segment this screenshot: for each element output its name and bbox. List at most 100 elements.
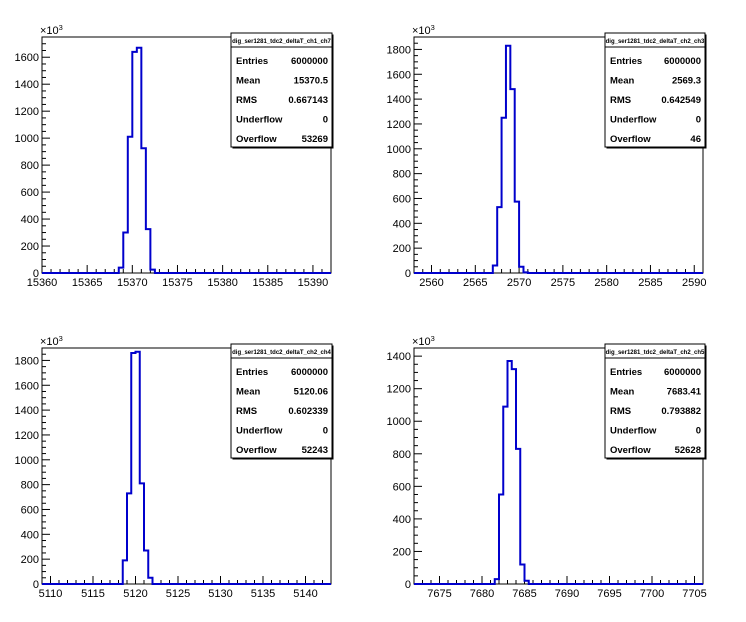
stat-value-rms: 0.642549 — [661, 95, 701, 106]
y-tick-label: 200 — [21, 554, 39, 566]
y-tick-label: 400 — [21, 214, 39, 226]
y-tick-label: 0 — [405, 268, 411, 280]
stat-label-overflow: Overflow — [236, 445, 277, 456]
y-tick-label: 1600 — [15, 380, 39, 392]
x-tick-label: 7700 — [640, 588, 664, 600]
stat-value-overflow: 52628 — [675, 445, 701, 456]
x-tick-label: 5120 — [123, 588, 147, 600]
stat-label-entries: Entries — [610, 367, 642, 378]
stat-value-entries: 6000000 — [664, 367, 701, 378]
x-tick-label: 15380 — [207, 277, 238, 289]
stat-value-rms: 0.667143 — [288, 95, 328, 106]
y-axis-multiplier: ×103 — [40, 23, 63, 37]
stat-value-entries: 6000000 — [291, 367, 328, 378]
y-tick-label: 1400 — [15, 79, 39, 91]
y-tick-label: 400 — [393, 218, 411, 230]
y-tick-label: 0 — [33, 579, 39, 591]
stat-label-entries: Entries — [236, 56, 268, 67]
stat-label-mean: Mean — [610, 387, 634, 398]
x-tick-label: 5125 — [166, 588, 190, 600]
y-tick-label: 800 — [21, 160, 39, 172]
stat-value-mean: 15370.5 — [294, 76, 329, 87]
x-tick-label: 2580 — [594, 277, 618, 289]
y-tick-label: 1400 — [387, 94, 411, 106]
y-tick-label: 800 — [21, 480, 39, 492]
x-tick-label: 5135 — [251, 588, 275, 600]
x-tick-label: 15360 — [27, 277, 58, 289]
stat-label-rms: RMS — [236, 406, 257, 417]
y-tick-label: 1800 — [15, 355, 39, 367]
histogram-title: dig_ser1281_tdc2_deltaT_ch1_ch7 — [232, 39, 331, 45]
y-tick-label: 400 — [393, 514, 411, 526]
histogram-line — [414, 360, 703, 585]
y-axis-multiplier: ×103 — [412, 334, 435, 348]
y-axis-multiplier: ×103 — [40, 334, 63, 348]
stat-value-underflow: 0 — [696, 115, 701, 126]
x-tick-label: 15385 — [252, 277, 283, 289]
stat-label-rms: RMS — [236, 95, 257, 106]
histogram-panel-1: 15360 15365 15370 15375 15380 15385 15390 0 200 4… — [15, 23, 334, 289]
x-tick-label: 2575 — [551, 277, 575, 289]
y-tick-label: 1400 — [387, 351, 411, 363]
y-tick-label: 400 — [21, 529, 39, 541]
y-tick-label: 1000 — [15, 133, 39, 145]
x-tick-label: 15370 — [117, 277, 148, 289]
x-tick-label: 15390 — [298, 277, 329, 289]
stat-label-overflow: Overflow — [236, 134, 277, 145]
histogram-title: dig_ser1281_tdc2_deltaT_ch2_ch5 — [606, 350, 705, 356]
y-tick-label: 200 — [21, 241, 39, 253]
x-tick-label: 7695 — [597, 588, 621, 600]
stat-label-rms: RMS — [610, 406, 631, 417]
stat-value-mean: 7683.41 — [667, 387, 702, 398]
stat-value-overflow: 46 — [690, 134, 701, 145]
y-tick-label: 1200 — [15, 106, 39, 118]
y-tick-label: 1800 — [387, 44, 411, 56]
histogram-line — [42, 46, 331, 274]
x-tick-label: 5130 — [208, 588, 232, 600]
stat-label-overflow: Overflow — [610, 134, 651, 145]
stat-label-entries: Entries — [610, 56, 642, 67]
x-tick-label: 7705 — [682, 588, 706, 600]
x-tick-label: 2585 — [638, 277, 662, 289]
stats-box-frame — [230, 32, 333, 148]
histogram-panel-2: 2560 2565 2570 2575 2580 2585 2590 0 200 400 600 80… — [387, 23, 707, 289]
stat-label-underflow: Underflow — [610, 426, 657, 437]
y-tick-label: 1200 — [387, 119, 411, 131]
y-tick-label: 1400 — [15, 405, 39, 417]
x-tick-label: 7675 — [427, 588, 451, 600]
y-axis-multiplier: ×103 — [412, 23, 435, 37]
x-tick-label: 15365 — [72, 277, 103, 289]
x-tick-label: 2560 — [419, 277, 443, 289]
y-tick-label: 0 — [405, 579, 411, 591]
stat-label-overflow: Overflow — [610, 445, 651, 456]
stats-box: dig_ser1281_tdc2_deltaT_ch2_ch3 Entries 60… — [604, 32, 707, 149]
x-tick-label: 5115 — [81, 588, 105, 600]
x-tick-label: 2570 — [507, 277, 531, 289]
stats-box: dig_ser1281_tdc2_deltaT_ch2_ch5 Entries 60… — [604, 343, 707, 460]
stat-value-overflow: 53269 — [302, 134, 328, 145]
stat-label-mean: Mean — [236, 76, 260, 87]
y-tick-label: 1000 — [15, 455, 39, 467]
stat-value-mean: 5120.06 — [294, 387, 328, 398]
y-tick-label: 1600 — [387, 69, 411, 81]
histogram-line — [414, 44, 703, 274]
stats-box: dig_ser1281_tdc2_deltaT_ch1_ch7 Entries 60… — [230, 32, 334, 149]
y-tick-label: 1000 — [387, 144, 411, 156]
stat-label-mean: Mean — [236, 387, 260, 398]
y-tick-label: 1200 — [387, 384, 411, 396]
stats-box-frame — [604, 32, 706, 148]
stats-box-frame — [230, 343, 333, 459]
y-tick-label: 1000 — [387, 416, 411, 428]
stat-label-underflow: Underflow — [610, 115, 657, 126]
y-tick-label: 800 — [393, 449, 411, 461]
stats-box: dig_ser1281_tdc2_deltaT_ch2_ch4 Entries 60… — [230, 343, 334, 460]
y-tick-label: 1200 — [15, 430, 39, 442]
histogram-panel-4: 7675 7680 7685 7690 7695 7700 7705 0 200 400 600 80… — [387, 334, 707, 600]
stat-value-entries: 6000000 — [291, 56, 328, 67]
x-tick-label: 7685 — [512, 588, 536, 600]
y-tick-label: 1600 — [15, 52, 39, 64]
stats-box-frame — [604, 343, 706, 459]
y-tick-label: 600 — [21, 504, 39, 516]
stat-value-overflow: 52243 — [302, 445, 328, 456]
